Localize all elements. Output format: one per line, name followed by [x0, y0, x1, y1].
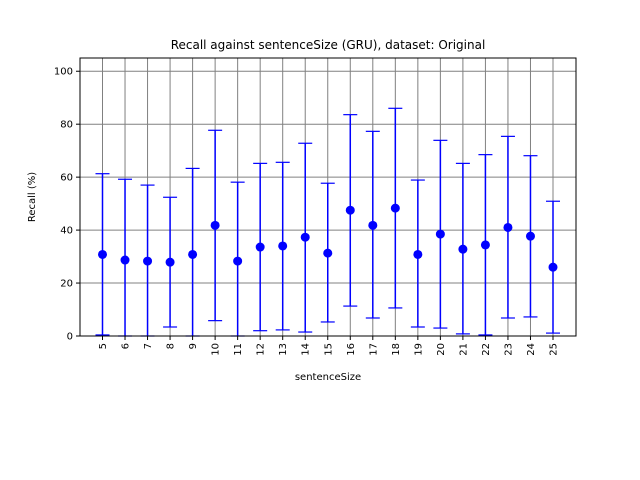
data-point	[435, 229, 445, 239]
x-tick-label: 14	[301, 343, 312, 356]
data-point	[300, 232, 310, 242]
x-tick-label: 18	[391, 343, 402, 356]
x-tick-label: 15	[323, 343, 334, 356]
data-point	[458, 244, 468, 254]
data-point	[255, 242, 265, 252]
data-point	[120, 255, 130, 265]
x-tick-label: 12	[256, 343, 267, 356]
data-point	[98, 249, 107, 259]
x-tick-label: 17	[368, 343, 379, 356]
data-point	[188, 249, 198, 259]
x-tick-label: 7	[143, 343, 154, 349]
y-tick-label: 80	[60, 120, 73, 131]
data-point	[413, 249, 423, 259]
data-point	[368, 220, 378, 230]
x-tick-label: 24	[526, 343, 537, 356]
x-tick-label: 9	[188, 343, 199, 349]
y-tick-label: 40	[60, 226, 73, 237]
x-tick-label: 10	[211, 343, 222, 356]
data-point	[323, 248, 333, 258]
data-point	[210, 220, 220, 230]
x-tick-label: 11	[233, 343, 244, 356]
data-point	[480, 240, 490, 250]
data-point	[345, 205, 355, 215]
data-point	[165, 257, 175, 267]
x-axis: 5 6 7 8 9 10 11 12 13 14 15 16 17 18 19 20 21 22 23 24 25	[98, 336, 560, 356]
data-point	[278, 241, 288, 251]
x-tick-label: 19	[413, 343, 424, 356]
x-tick-label: 6	[121, 343, 132, 349]
y-tick-label: 20	[60, 279, 73, 290]
y-axis-title: Recall (%)	[27, 172, 38, 222]
data-point	[143, 256, 153, 266]
y-tick-label: 100	[54, 67, 73, 78]
data-point	[503, 222, 513, 232]
y-axis: 0 20 40 60 80 100	[54, 67, 80, 343]
x-tick-label: 22	[481, 343, 492, 356]
data-point	[548, 262, 558, 272]
x-tick-label: 23	[503, 343, 514, 356]
x-tick-label: 21	[458, 343, 469, 356]
x-tick-label: 5	[98, 343, 109, 349]
chart-title: Recall against sentenceSize (GRU), datas…	[171, 38, 486, 52]
x-tick-label: 13	[278, 343, 289, 356]
x-axis-title: sentenceSize	[295, 372, 361, 383]
x-tick-label: 8	[166, 343, 177, 349]
y-tick-label: 60	[60, 173, 73, 184]
x-tick-label: 16	[346, 343, 357, 356]
x-tick-label: 20	[436, 343, 447, 356]
x-tick-label: 25	[549, 343, 560, 356]
y-tick-label: 0	[67, 332, 73, 343]
data-point	[390, 203, 400, 213]
data-point	[525, 231, 535, 241]
data-point	[233, 256, 243, 266]
